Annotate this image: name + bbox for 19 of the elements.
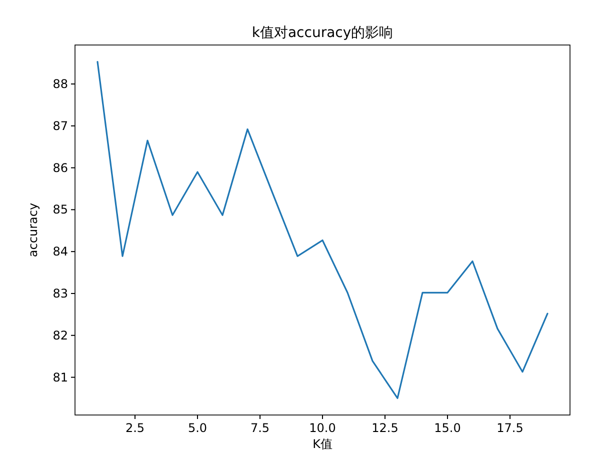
y-tick-label: 86 <box>52 160 68 175</box>
y-tick-label: 88 <box>52 76 68 91</box>
y-tick-label: 82 <box>52 328 68 342</box>
y-tick-label: 85 <box>52 202 68 217</box>
y-tick-label: 81 <box>52 370 68 384</box>
x-tick-label: 2.5 <box>125 421 145 435</box>
x-tick-label: 17.5 <box>496 421 524 435</box>
chart-title: k值对accuracy的影响 <box>252 25 394 41</box>
y-tick-label: 83 <box>52 286 68 300</box>
x-tick-label: 10.0 <box>309 421 336 435</box>
x-tick-label: 7.5 <box>250 421 270 435</box>
line-series <box>96 60 548 400</box>
x-axis-title: K值 <box>312 437 332 451</box>
x-tick-label: 15.0 <box>434 421 461 435</box>
x-tick-label: 12.5 <box>372 421 398 435</box>
x-tick-label: 5.0 <box>188 421 208 435</box>
y-tick-label: 87 <box>52 118 68 133</box>
y-tick-label: 84 <box>52 244 68 259</box>
y-axis-title: accuracy <box>26 202 40 258</box>
